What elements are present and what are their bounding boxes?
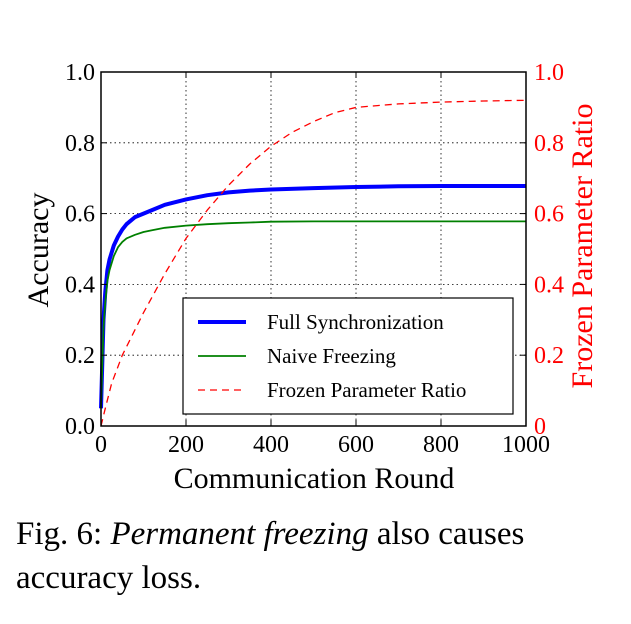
y2-tick-label: 0.6 [534,202,564,228]
x-tick-label: 800 [423,432,459,458]
x-tick-label: 400 [253,432,289,458]
y2-axis-label: Frozen Parameter Ratio [566,104,599,389]
y-axis-label: Accuracy [22,193,55,308]
y-tick-label: 0.8 [65,131,95,157]
axis-ticks: 0 200 400 600 800 1000 0.0 0.2 0.4 0.6 0.8 1.0 0 0.2 0… [65,60,564,458]
x-tick-label: 200 [168,432,204,458]
chart: 0 200 400 600 800 1000 0.0 0.2 0.4 0.6 0.8 1.0 0 0.2 0… [22,60,599,495]
legend-label: Full Synchronization [267,310,444,334]
y2-tick-label: 0.2 [534,343,564,369]
plot-frame [100,71,527,427]
series-line-0 [99,184,526,409]
caption-prefix: Fig. 6: [16,516,111,552]
y-tick-label: 0.6 [65,202,95,228]
x-tick-label: 600 [338,432,374,458]
y2-tick-label: 0.4 [534,272,564,298]
legend-label: Naive Freezing [267,344,396,368]
y2-tick-label: 1.0 [534,60,564,86]
y-tick-label: 1.0 [65,60,95,86]
y-tick-label: 0.2 [65,343,95,369]
caption-emphasis: Permanent freezing [110,516,369,552]
grid-lines [101,72,526,426]
x-axis-label: Communication Round [174,462,455,495]
data-series [99,99,527,427]
y2-tick-label: 0.8 [534,131,564,157]
legend-label: Frozen Parameter Ratio [267,378,466,402]
legend: Full Synchronization Naive Freezing Frozen… [182,297,514,415]
y2-tick-label: 0 [534,414,546,440]
y-tick-label: 0.4 [65,272,95,298]
caption-suffix: also causes accuracy loss. [16,516,525,596]
series-line-1 [100,220,526,409]
y-tick-label: 0.0 [65,414,95,440]
x-tick-label: 1000 [502,432,550,458]
figure-caption: Fig. 6: Permanent freezing also causes a… [16,512,616,600]
x-tick-label: 0 [95,432,107,458]
